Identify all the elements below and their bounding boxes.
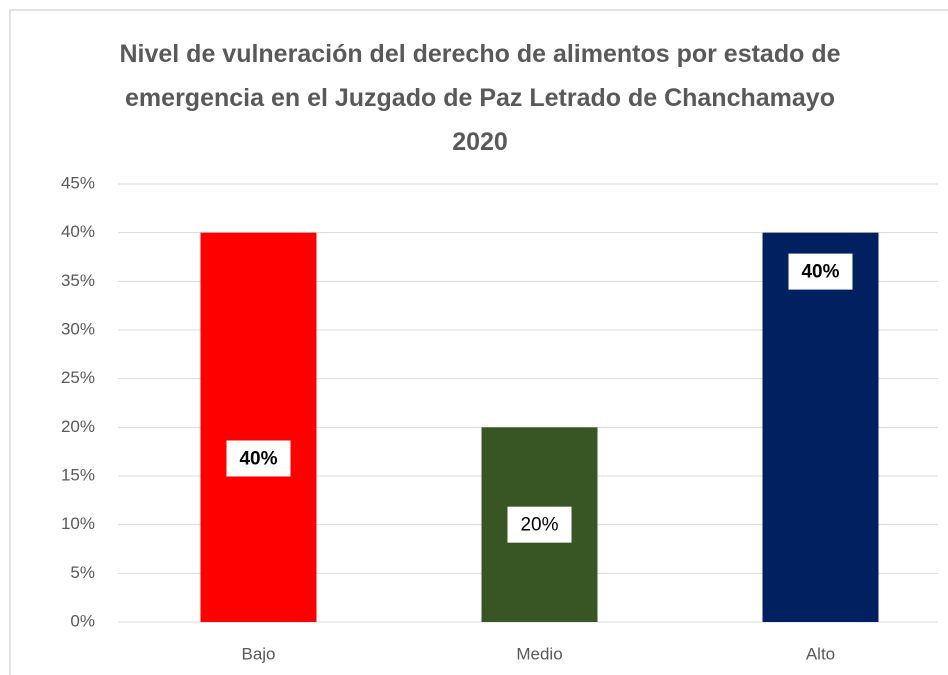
value-label: 40% <box>801 262 839 283</box>
y-tick-label: 45% <box>61 173 95 192</box>
y-tick-label: 40% <box>61 222 95 241</box>
y-tick-label: 0% <box>70 611 95 630</box>
y-tick-label: 5% <box>70 563 95 582</box>
value-label-box <box>788 253 853 290</box>
value-label-box <box>226 440 291 477</box>
bar <box>762 232 879 622</box>
value-label: 40% <box>239 448 277 469</box>
x-tick-label: Medio <box>516 644 562 663</box>
x-tick-label: Alto <box>806 644 835 663</box>
y-tick-label: 10% <box>61 514 95 533</box>
y-tick-label: 30% <box>61 319 95 338</box>
value-label: 20% <box>520 515 558 536</box>
y-tick-label: 25% <box>61 368 95 387</box>
x-tick-label: Bajo <box>241 644 275 663</box>
y-tick-label: 35% <box>61 271 95 290</box>
y-tick-label: 20% <box>61 417 95 436</box>
bar <box>200 232 317 622</box>
value-label-box <box>507 506 572 543</box>
y-tick-label: 15% <box>61 465 95 484</box>
chart-title: Nivel de vulneración del derecho de alim… <box>119 40 841 156</box>
